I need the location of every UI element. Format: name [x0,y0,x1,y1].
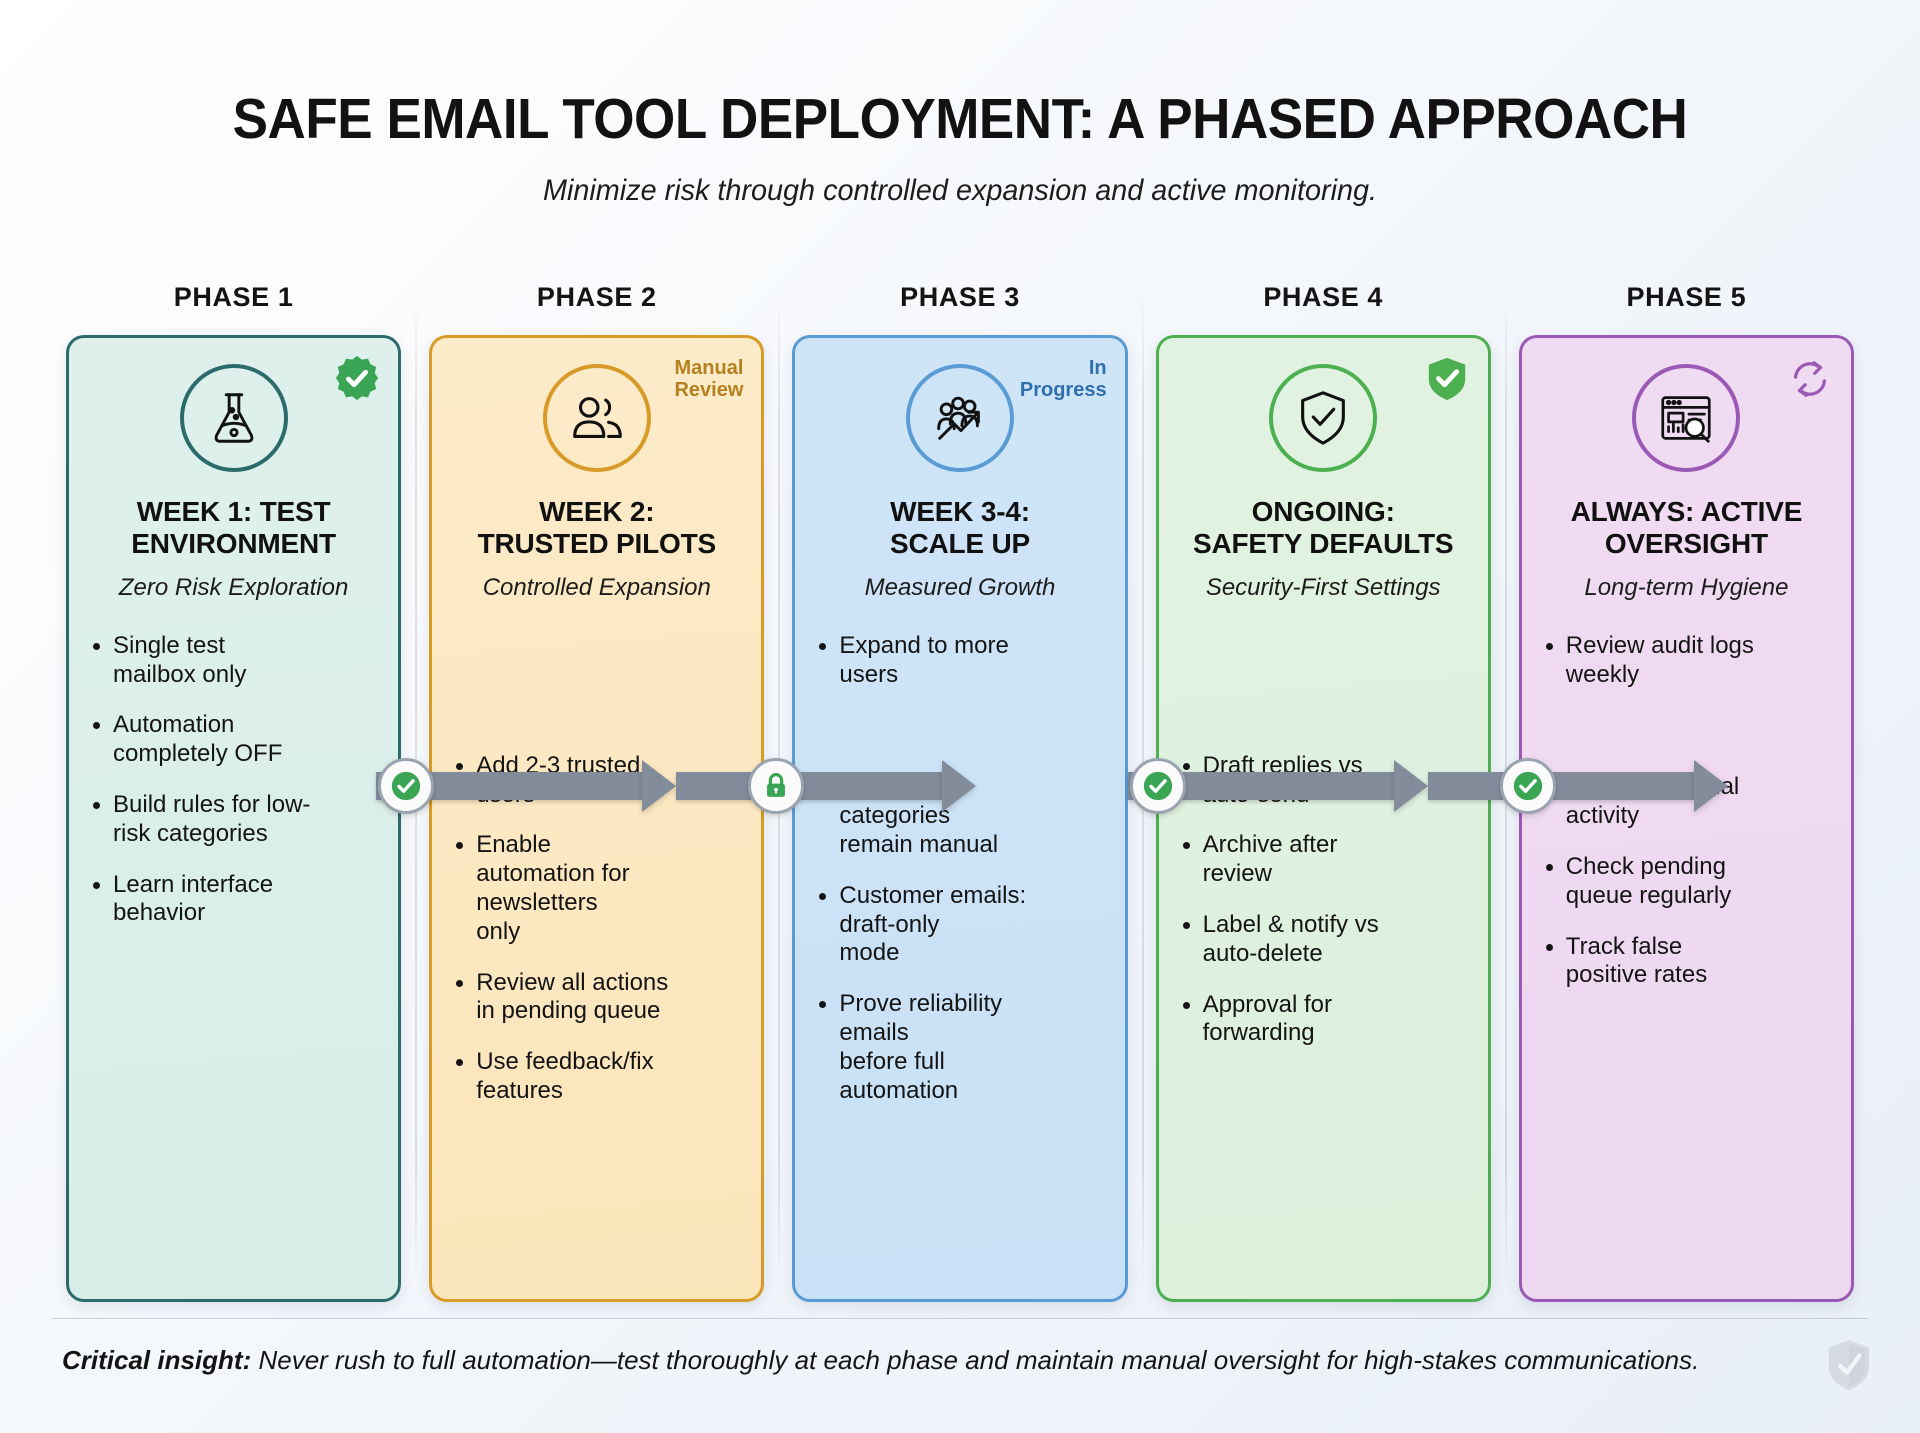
phase-bullets-4: Draft replies vs auto-send Archive after… [1177,752,1470,1048]
footer-note: Critical insight: Never rush to full aut… [62,1345,1790,1376]
connector-node-check-2 [1130,758,1186,814]
phase-label-1: PHASE 1 [173,282,294,312]
connector-node-lock [748,758,804,814]
list-item: Learn interface behavior [87,871,380,929]
list-item: Check pending queue regularly [1540,853,1833,911]
connector-node-check-3 [1500,758,1556,814]
list-item: Label & notify vs auto-delete [1177,911,1470,969]
phase-bullets-2: Add 2-3 trusted users Enable automation … [450,752,743,1106]
list-item: Add 2-3 trusted users [450,752,743,810]
list-item: Archive after review [1177,831,1470,889]
flask-icon [179,364,288,472]
list-item: Expand to more users [813,632,1106,690]
shield-check-icon [1269,364,1378,472]
list-item: Higher-risk categories remain manual [813,773,1106,859]
list-item: Build rules for low- risk categories [87,791,380,849]
page-subtitle: Minimize risk through controlled expansi… [542,174,1378,207]
list-item: Track false positive rates [1540,933,1833,991]
list-item: Prove reliability emails before full aut… [813,990,1106,1105]
shield-badge-icon [1424,356,1470,402]
status-badge-in-progress: In Progress [1019,357,1107,401]
phase-subtitle-5: Long-term Hygiene [1584,573,1789,601]
list-item: Automation completely OFF [87,711,380,769]
dashboard-search-icon [1632,364,1741,472]
phase-label-3: PHASE 3 [900,282,1020,312]
phase-column-4: PHASE 4 ONGOING: SAFETY DEFAULTS Securit… [1141,282,1505,1302]
phase-card-1[interactable]: WEEK 1: TEST ENVIRONMENT Zero Risk Explo… [66,335,402,1302]
phase-subtitle-4: Security-First Settings [1205,573,1441,601]
footer-divider [52,1318,1868,1319]
list-item: Alert on unusual activity [1540,773,1833,831]
phase-card-2[interactable]: Manual Review WEEK 2: TRUSTED PILOTS Con… [429,335,765,1302]
list-item: Draft replies vs auto-send [1177,752,1470,810]
shield-check-logo-icon [1826,1338,1872,1392]
growth-users-chart-icon [905,364,1014,472]
phase-label-2: PHASE 2 [536,282,657,312]
list-item: Use feedback/fix features [450,1048,743,1106]
phase-bullets-3: Expand to more users Higher-risk categor… [813,632,1106,1106]
phase-title-3: WEEK 3-4: SCALE UP [890,496,1030,559]
list-item: Review audit logs weekly [1540,632,1833,690]
phase-column-3: PHASE 3 In Progress WEEK 3-4: SCALE UP M… [778,282,1141,1302]
phase-column-2: PHASE 2 Manual Review WEEK 2: TRUSTED PI… [415,282,778,1302]
phase-label-5: PHASE 5 [1626,282,1747,312]
phase-card-5[interactable]: ALWAYS: ACTIVE OVERSIGHT Long-term Hygie… [1518,335,1854,1302]
phase-title-5: ALWAYS: ACTIVE OVERSIGHT [1570,496,1803,559]
phase-card-3[interactable]: In Progress WEEK 3-4: SCALE UP Measured … [792,335,1128,1302]
footer-text: Never rush to full automation—test thoro… [251,1345,1700,1375]
header: SAFE EMAIL TOOL DEPLOYMENT: A PHASED APP… [0,0,1920,208]
phase-bullets-5: Review audit logs weekly Alert on unusua… [1540,632,1833,990]
footer-lead: Critical insight: [62,1345,252,1375]
phase-title-2: WEEK 2: TRUSTED PILOTS [477,496,717,559]
phase-board: PHASE 1 WEEK 1: TEST ENVIRONMENT [52,282,1868,1302]
users-icon [542,364,651,472]
lock-icon [767,773,785,797]
list-item: Review all actions in pending queue [450,969,743,1027]
check-circle-icon [1513,771,1543,801]
phase-column-1: PHASE 1 WEEK 1: TEST ENVIRONMENT [52,282,415,1302]
phase-title-4: ONGOING: SAFETY DEFAULTS [1192,496,1454,559]
status-badge-manual-review: Manual Review [674,357,744,401]
refresh-sync-icon [1787,356,1833,402]
phase-bullets-1: Single test mailbox only Automation comp… [87,632,380,928]
phase-subtitle-2: Controlled Expansion [482,573,711,601]
phase-label-4: PHASE 4 [1263,282,1384,312]
page-title: SAFE EMAIL TOOL DEPLOYMENT: A PHASED APP… [232,87,1688,151]
phase-subtitle-1: Zero Risk Exploration [118,573,349,601]
list-item: Approval for forwarding [1177,991,1470,1049]
phase-title-1: WEEK 1: TEST ENVIRONMENT [131,496,336,559]
list-item: Single test mailbox only [87,632,380,690]
list-item: Enable automation for newsletters only [450,831,743,946]
phase-subtitle-3: Measured Growth [864,573,1056,601]
verified-check-badge-icon [334,356,380,402]
check-circle-icon [391,771,421,801]
phase-column-5: PHASE 5 [1504,282,1868,1302]
connector-node-check-1 [378,758,434,814]
list-item: Customer emails: draft-only mode [813,882,1106,968]
phase-card-4[interactable]: ONGOING: SAFETY DEFAULTS Security-First … [1155,335,1491,1302]
check-circle-icon [1143,771,1173,801]
